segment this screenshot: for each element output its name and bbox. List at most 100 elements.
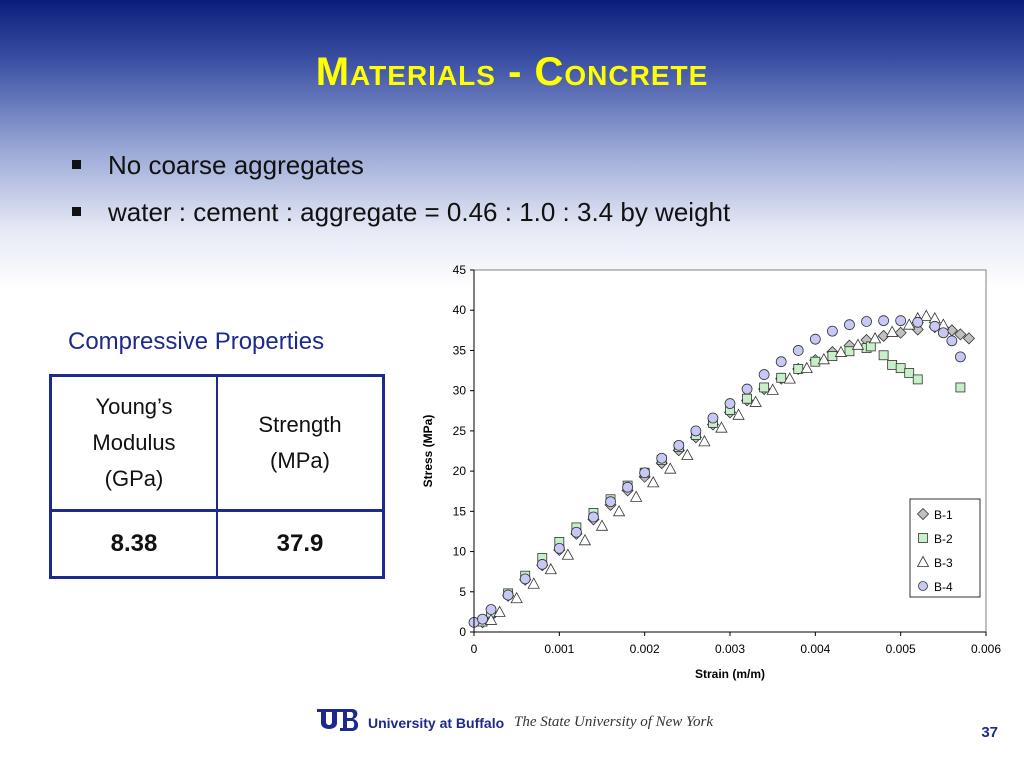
data-point xyxy=(792,345,804,356)
legend-label: B-3 xyxy=(934,556,953,570)
title-initial-2: C xyxy=(534,50,565,94)
data-point xyxy=(588,511,599,523)
data-point xyxy=(673,439,685,451)
data-point xyxy=(759,382,770,393)
table-row: 8.38 37.9 xyxy=(49,509,385,579)
data-point xyxy=(946,335,958,347)
header-line: (GPa) xyxy=(104,466,164,491)
slide-title: Materials - Concrete xyxy=(0,50,1024,95)
data-point xyxy=(809,333,821,345)
x-tick-label: 0.004 xyxy=(800,642,830,656)
y-tick-label: 10 xyxy=(453,545,467,559)
title-part-1: aterials - xyxy=(350,50,535,94)
data-point xyxy=(707,412,719,424)
header-line: Strength xyxy=(258,412,342,437)
data-point xyxy=(885,325,899,337)
data-point xyxy=(527,577,540,589)
data-point xyxy=(894,326,907,339)
data-point xyxy=(929,320,941,332)
data-point xyxy=(578,533,592,546)
bullet-list: No coarse aggregates water : cement : ag… xyxy=(70,150,730,244)
data-point xyxy=(758,369,770,380)
data-point xyxy=(553,542,565,554)
data-point xyxy=(877,329,890,343)
data-point xyxy=(715,421,728,433)
data-point xyxy=(742,393,752,404)
x-tick-label: 0.005 xyxy=(886,642,916,656)
data-point xyxy=(477,613,488,625)
data-point xyxy=(485,604,497,615)
chart-legend: B-1 B-2 B-3 B-4 xyxy=(909,498,981,598)
data-point xyxy=(605,496,616,508)
y-tick-label: 20 xyxy=(453,464,467,478)
header-line: Modulus xyxy=(92,430,176,455)
data-point xyxy=(639,467,651,479)
header-line: Young’s xyxy=(95,394,173,419)
data-point xyxy=(817,352,831,365)
data-point xyxy=(920,309,933,321)
data-point xyxy=(912,316,924,328)
properties-table: Young’s Modulus (GPa) Strength (MPa) 8.3… xyxy=(49,374,385,579)
data-point xyxy=(510,591,523,604)
data-point xyxy=(826,325,838,337)
page-number: 37 xyxy=(981,724,998,741)
series-b-4 xyxy=(468,315,966,628)
cell-strength: 37.9 xyxy=(215,509,385,579)
y-tick-label: 5 xyxy=(459,585,466,599)
y-tick-label: 30 xyxy=(453,384,467,398)
data-point xyxy=(783,372,796,384)
data-point xyxy=(868,332,882,344)
y-tick-label: 15 xyxy=(453,504,467,518)
data-point xyxy=(570,526,582,538)
data-point xyxy=(664,462,677,474)
legend-marker xyxy=(918,533,928,543)
data-point xyxy=(937,327,949,339)
chart-axes: 0 5 10 15 20 25 30 35 40 45 0 0.001 0.002 0.003 0.004 0… xyxy=(453,263,1002,656)
legend-marker xyxy=(918,581,928,591)
data-point xyxy=(519,573,531,585)
square-bullet-icon xyxy=(72,207,81,216)
data-point xyxy=(647,476,660,488)
x-tick-label: 0.002 xyxy=(630,642,660,656)
data-point xyxy=(955,351,966,363)
data-point xyxy=(629,490,643,502)
data-point xyxy=(766,383,779,395)
data-point xyxy=(732,408,745,420)
bullet-text: water : cement : aggregate = 0.46 : 1.0 … xyxy=(108,197,731,227)
data-point xyxy=(775,356,787,368)
y-tick-label: 0 xyxy=(459,625,466,639)
x-tick-label: 0 xyxy=(471,642,478,656)
data-point xyxy=(749,395,762,407)
data-point xyxy=(595,519,609,531)
data-point xyxy=(887,360,898,370)
bullet-item: water : cement : aggregate = 0.46 : 1.0 … xyxy=(70,197,730,228)
legend-marker xyxy=(916,507,930,521)
data-point xyxy=(912,374,923,385)
data-point xyxy=(895,315,907,327)
data-point xyxy=(955,382,966,393)
header-youngs-modulus: Young’s Modulus (GPa) xyxy=(49,374,218,512)
square-bullet-icon xyxy=(72,160,81,169)
data-point xyxy=(493,605,506,617)
legend-label: B-4 xyxy=(934,580,953,594)
bullet-item: No coarse aggregates xyxy=(70,150,730,181)
data-point xyxy=(800,361,813,374)
x-tick-label: 0.006 xyxy=(971,642,1001,656)
data-point xyxy=(844,346,855,357)
legend-label: B-2 xyxy=(934,532,953,546)
data-point xyxy=(878,315,890,327)
data-point xyxy=(851,338,865,350)
data-point xyxy=(622,481,634,493)
data-point xyxy=(656,452,668,464)
cell-youngs-modulus: 8.38 xyxy=(49,509,218,579)
data-point xyxy=(561,548,575,560)
data-point xyxy=(834,345,848,357)
data-point xyxy=(681,448,694,460)
university-name: University at Buffalo xyxy=(368,715,505,731)
data-point xyxy=(904,368,915,378)
university-subtitle: The State University of New York xyxy=(514,714,714,730)
table-heading: Compressive Properties xyxy=(68,328,325,355)
data-point xyxy=(895,363,906,374)
x-tick-label: 0.003 xyxy=(715,642,745,656)
data-point xyxy=(698,435,711,447)
